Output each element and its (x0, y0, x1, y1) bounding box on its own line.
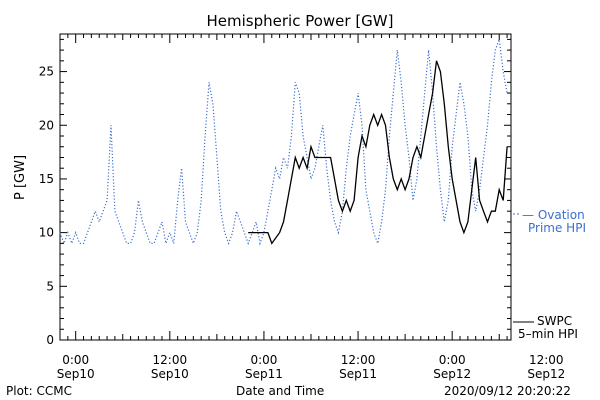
x-tick-label-date: Sep12 (527, 367, 565, 381)
legend-swpc-line1: SWPC (537, 314, 573, 328)
footer-credit: Plot: CCMC (6, 384, 72, 398)
legend-ovation-line1: — Ovation (522, 208, 585, 222)
y-tick-label: 25 (39, 65, 54, 79)
y-tick-label: 10 (39, 226, 54, 240)
plot-frame (59, 33, 512, 341)
chart-title: Hemispheric Power [GW] (206, 12, 394, 30)
x-tick-label-time: 0:00 (62, 353, 89, 367)
x-tick-label-time: 0:00 (250, 353, 277, 367)
footer-timestamp: 2020/09/12 20:20:22 (444, 384, 571, 398)
x-tick-label-time: 0:00 (439, 353, 466, 367)
x-tick-label-time: 12:00 (153, 353, 188, 367)
x-tick-label-date: Sep12 (433, 367, 471, 381)
x-tick-label-date: Sep10 (151, 367, 189, 381)
legend-ovation-line2: Prime HPI (528, 221, 586, 235)
legend-swpc-line2: 5–min HPI (518, 327, 578, 341)
x-tick-label-time: 12:00 (529, 353, 564, 367)
y-tick-label: 0 (46, 333, 54, 347)
x-tick-label-date: Sep10 (57, 367, 95, 381)
x-tick-label-time: 12:00 (341, 353, 376, 367)
y-tick-label: 15 (39, 172, 54, 186)
y-axis-label: P [GW] (13, 154, 29, 201)
swpc-hpi-series (248, 60, 508, 245)
x-tick-label-date: Sep11 (339, 367, 377, 381)
x-axis-label: Date and Time (236, 384, 325, 398)
y-tick-label: 5 (46, 279, 54, 293)
x-tick-label-date: Sep11 (245, 367, 283, 381)
y-tick-label: 20 (39, 118, 54, 132)
